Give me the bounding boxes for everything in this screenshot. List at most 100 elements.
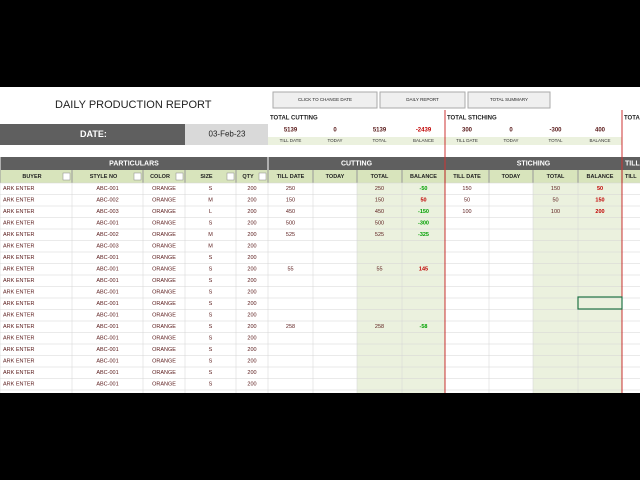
cell: 200 (247, 324, 256, 330)
cell: ARK ENTER (3, 232, 35, 238)
cell: ORANGE (152, 313, 176, 319)
cell: ARK ENTER (3, 221, 35, 227)
button[interactable] (272, 91, 378, 109)
summary-label: TOTAL (372, 138, 387, 143)
column-shade (357, 183, 402, 393)
cell: ARK ENTER (3, 244, 35, 250)
cell: ARK ENTER (3, 336, 35, 342)
cell: ORANGE (152, 209, 176, 215)
cell: ABC-001 (96, 347, 118, 353)
cell: 200 (247, 198, 256, 204)
cell: ORANGE (152, 336, 176, 342)
cell: ARK ENTER (3, 382, 35, 388)
cell: ABC-002 (96, 232, 118, 238)
summary-label-bg (578, 137, 622, 145)
cell: ORANGE (152, 186, 176, 192)
filter-button[interactable] (258, 172, 267, 181)
column-header: TODAY (326, 174, 345, 180)
cell: S (209, 255, 213, 261)
cell: ABC-001 (96, 290, 118, 296)
cell: 150 (462, 186, 471, 192)
cell: L (209, 209, 212, 215)
cell: 200 (247, 313, 256, 319)
cell: ARK ENTER (3, 255, 35, 261)
summary-label-bg (313, 137, 357, 145)
cell: ABC-001 (96, 186, 118, 192)
summary-value: 5139 (284, 128, 298, 134)
cell: ORANGE (152, 359, 176, 365)
cell: S (209, 347, 213, 353)
cell: ARK ENTER (3, 313, 35, 319)
cell: 500 (286, 221, 295, 227)
cell: ORANGE (152, 255, 176, 261)
cell: ABC-001 (96, 359, 118, 365)
summary-label-bg (402, 137, 445, 145)
button-label[interactable]: CLICK TO CHANGE DATE (298, 97, 352, 102)
summary-label: BALANCE (413, 138, 434, 143)
cell: ABC-001 (96, 278, 118, 284)
filter-button[interactable] (226, 172, 235, 181)
column-header: TILL (625, 174, 637, 180)
summary-label: TOTAL (548, 138, 563, 143)
cell: ORANGE (152, 382, 176, 388)
cell: -325 (418, 232, 429, 238)
cell: 145 (419, 267, 428, 273)
date-band (0, 124, 185, 145)
cell: ABC-001 (96, 382, 118, 388)
column-header: BUYER (22, 174, 41, 180)
summary-title: TOTAL STICHING (447, 116, 497, 122)
cell: ABC-001 (96, 336, 118, 342)
cell: ARK ENTER (3, 370, 35, 376)
summary-title: TOTA (624, 116, 640, 122)
cell: 200 (247, 347, 256, 353)
selected-cell[interactable] (577, 296, 623, 310)
cell: ORANGE (152, 267, 176, 273)
cell: ARK ENTER (3, 324, 35, 330)
group-header: CUTTING (341, 160, 373, 167)
button[interactable] (379, 91, 466, 109)
cell: 200 (247, 244, 256, 250)
column-header: STYLE NO (90, 174, 118, 180)
cell: ABC-001 (96, 255, 118, 261)
summary-label: TODAY (327, 138, 342, 143)
filter-button[interactable] (175, 172, 184, 181)
cell: ARK ENTER (3, 267, 35, 273)
cell: ARK ENTER (3, 301, 35, 307)
cell: ABC-002 (96, 198, 118, 204)
summary-value: -300 (549, 128, 562, 134)
cell: 450 (286, 209, 295, 215)
column-header: BALANCE (410, 174, 437, 180)
cell: ORANGE (152, 301, 176, 307)
cell: 250 (286, 186, 295, 192)
button-label[interactable]: TOTAL SUMMARY (490, 97, 528, 102)
cell: 200 (247, 359, 256, 365)
filter-button[interactable] (62, 172, 71, 181)
filter-button[interactable] (133, 172, 142, 181)
cell: ABC-003 (96, 209, 118, 215)
cell: ORANGE (152, 347, 176, 353)
cell: ORANGE (152, 244, 176, 250)
button-label[interactable]: DAILY REPORT (406, 97, 439, 102)
cell: 250 (375, 186, 384, 192)
summary-label: TILL DATE (456, 138, 478, 143)
cell: S (209, 267, 213, 273)
cell: 200 (247, 290, 256, 296)
cell: ABC-001 (96, 313, 118, 319)
column-header: TOTAL (547, 174, 565, 180)
cell: 200 (247, 267, 256, 273)
cell: ORANGE (152, 232, 176, 238)
report-title: DAILY PRODUCTION REPORT (55, 99, 212, 111)
column-header: SIZE (200, 174, 213, 180)
cell: 50 (552, 198, 558, 204)
cell: 450 (375, 209, 384, 215)
cell: S (209, 370, 213, 376)
cell: ARK ENTER (3, 198, 35, 204)
cell: ARK ENTER (3, 347, 35, 353)
summary-label-bg (489, 137, 533, 145)
button[interactable] (467, 91, 551, 109)
cell: M (208, 198, 213, 204)
summary-label-bg (268, 137, 313, 145)
cell: ORANGE (152, 370, 176, 376)
cell: ABC-003 (96, 244, 118, 250)
